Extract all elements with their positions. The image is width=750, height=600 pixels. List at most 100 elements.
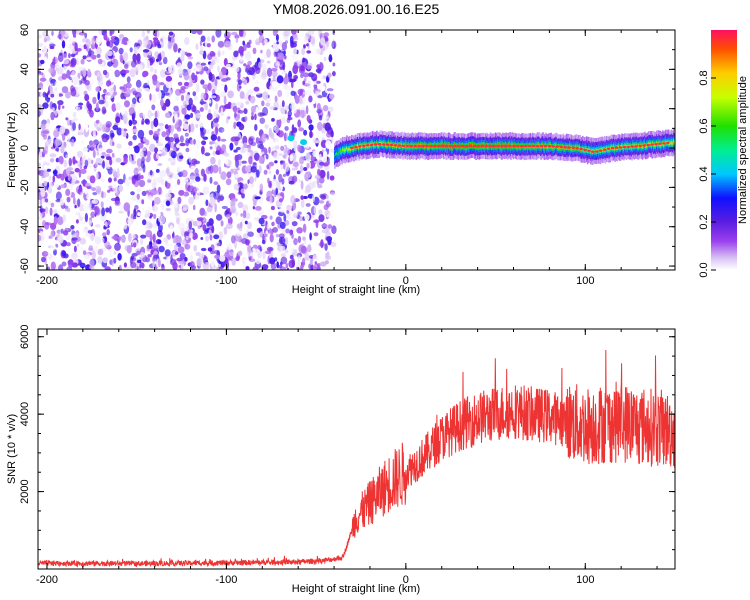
- spectrogram-cell: [170, 161, 176, 166]
- spectrogram-cell: [179, 135, 184, 143]
- spectrogram-cell: [184, 132, 189, 137]
- y-tick-label: 6000: [19, 324, 31, 348]
- spectrogram-cell: [302, 80, 306, 86]
- spectrogram-cell: [269, 227, 272, 235]
- spectrogram-cell: [245, 266, 250, 270]
- spectrogram-peak-cell: [543, 144, 548, 148]
- spectrogram-cell: [326, 236, 333, 242]
- spectrogram-peak-cell: [370, 143, 374, 147]
- spectrogram-cell: [250, 30, 256, 38]
- spectrogram-cell: [293, 249, 298, 257]
- spectrogram-ridge-cell: [661, 143, 663, 146]
- spectrogram-cell: [218, 166, 222, 175]
- spectrogram-peak-cell: [488, 144, 493, 148]
- spectrogram-cell: [291, 187, 294, 196]
- spectrogram-cell: [254, 206, 262, 211]
- spectrogram-cell: [320, 85, 326, 92]
- spectrogram-ridge-cell: [657, 143, 659, 147]
- spectrogram-ridge-cell: [594, 149, 596, 153]
- spectrogram-cell: [252, 206, 256, 210]
- spectrogram-cell: [272, 43, 280, 52]
- spectrogram-cell: [330, 148, 336, 153]
- spectrogram-cell: [277, 89, 283, 98]
- spectrogram-cell: [244, 258, 247, 266]
- spectrogram-cell: [223, 226, 228, 235]
- spectrogram-cell: [152, 233, 156, 243]
- spectrogram-cell: [223, 58, 228, 67]
- spectrogram-cell: [116, 143, 122, 149]
- colorbar-tick-label: 0.8: [698, 70, 710, 85]
- spectrogram-cell: [305, 203, 311, 207]
- spectrogram-cell: [43, 232, 50, 239]
- spectrogram-cell: [90, 211, 95, 219]
- spectrogram-cell: [160, 215, 166, 224]
- spectrogram-cell: [183, 100, 187, 107]
- spectrogram-cell: [133, 153, 136, 161]
- spectrogram-cell: [289, 35, 294, 45]
- spectrogram-cell: [317, 168, 321, 176]
- spectrogram-cell: [324, 122, 331, 132]
- spectrogram-ridge-cell: [566, 147, 569, 150]
- spectrogram-cell: [278, 40, 283, 47]
- spectrogram-cell: [138, 64, 143, 71]
- spectrogram-cell: [302, 91, 307, 95]
- spectrogram-cell: [250, 105, 257, 113]
- spectrogram-cell: [44, 34, 50, 41]
- spectrogram-cell: [69, 64, 75, 68]
- spectrogram-cell: [78, 102, 84, 106]
- spectrogram-cell: [192, 204, 196, 211]
- spectrogram-cell: [191, 158, 198, 165]
- spectrogram-cell: [106, 92, 114, 99]
- spectrogram-cell: [184, 257, 188, 262]
- spectrogram-cell: [313, 140, 321, 144]
- spectrogram-cell: [149, 93, 152, 101]
- spectrogram-cell: [50, 158, 55, 163]
- spectrogram-peak-cell: [409, 144, 414, 148]
- spectrogram-cell: [151, 43, 157, 48]
- spectrogram-cell: [278, 152, 283, 157]
- spectrogram-cell: [122, 84, 128, 92]
- spectrogram-cell: [247, 146, 252, 154]
- spectrogram-cell: [129, 154, 132, 164]
- spectrogram-cell: [84, 159, 89, 168]
- spectrogram-cell: [282, 36, 289, 40]
- spectrogram-cell: [210, 250, 215, 255]
- spectrogram-peak-cell: [401, 144, 406, 148]
- spectrogram-cell: [208, 218, 214, 226]
- spectrogram-peak-cell: [551, 145, 556, 148]
- spectrogram-cell: [306, 43, 309, 47]
- spectrogram-cell: [218, 231, 223, 240]
- spectrogram-cell: [101, 178, 105, 183]
- spectrogram-peak-cell: [484, 144, 489, 148]
- spectrogram-cell: [235, 211, 239, 216]
- spectrogram-cell: [284, 132, 287, 142]
- spectrogram-cell: [38, 34, 42, 39]
- spectrogram-cell: [191, 232, 198, 240]
- spectrogram-cell: [72, 76, 80, 86]
- spectrogram-cell: [133, 66, 138, 72]
- spectrogram-cell: [313, 232, 319, 237]
- spectrogram-cell: [40, 85, 44, 90]
- spectrogram-cell: [80, 221, 86, 225]
- spectrogram-cell: [182, 204, 189, 210]
- spectrogram-cell: [138, 172, 142, 182]
- spectrogram-cell: [183, 123, 188, 130]
- spectrogram-cell: [276, 113, 281, 121]
- spectrogram-cell: [187, 61, 193, 70]
- spectrogram-cell: [178, 69, 184, 77]
- spectrogram-cell: [174, 251, 179, 255]
- spectrogram-peak-cell: [417, 144, 421, 148]
- spectrogram-peak-cell: [520, 144, 524, 148]
- spectrogram-cell: [160, 69, 167, 78]
- spectrogram-cell: [165, 200, 171, 207]
- spectrogram-cell: [258, 61, 263, 69]
- spectrogram-cell: [207, 99, 212, 104]
- spectrogram-cell: [135, 79, 142, 88]
- spectrogram-peak-cell: [456, 144, 461, 148]
- spectrogram-cell: [271, 145, 276, 152]
- spectrogram-cell: [153, 213, 157, 220]
- spectrogram-cell: [95, 36, 102, 46]
- spectrogram-cell: [306, 172, 312, 179]
